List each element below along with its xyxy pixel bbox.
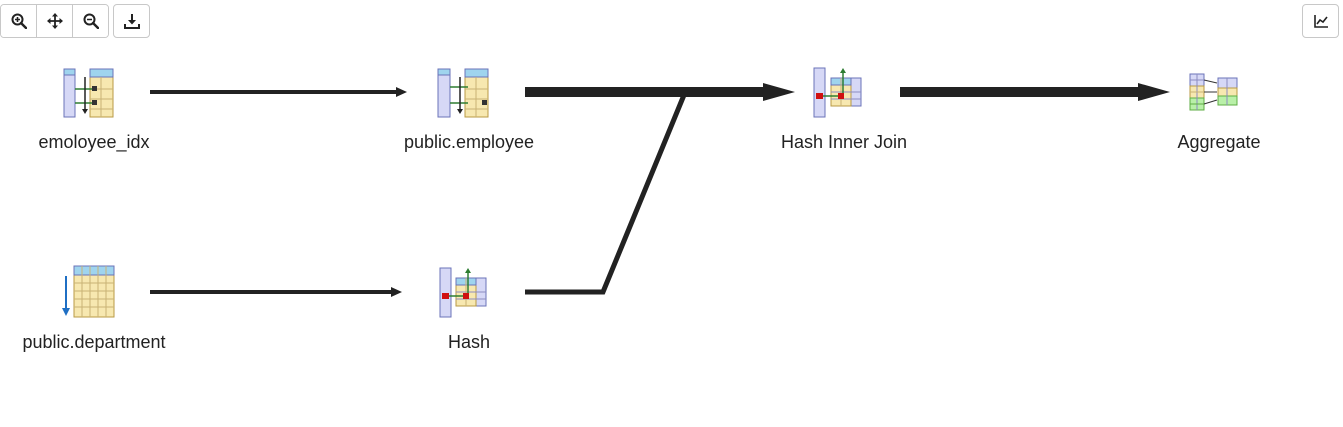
edge-emoloyee-idx-to-employee — [150, 87, 407, 97]
node-label-emoloyee-idx: emoloyee_idx — [38, 132, 150, 152]
zoom-button-group — [0, 4, 109, 38]
node-label-public-employee: public.employee — [403, 132, 535, 152]
zoom-in-button[interactable] — [1, 5, 37, 37]
index-scan-icon[interactable] — [63, 68, 114, 118]
download-button[interactable] — [113, 4, 150, 38]
move-icon — [46, 13, 63, 29]
seq-scan-icon[interactable] — [62, 265, 115, 318]
download-icon — [123, 14, 140, 29]
edge-hash-to-hash-join — [525, 94, 687, 295]
hash-icon[interactable] — [439, 267, 487, 318]
edge-department-to-hash — [150, 287, 402, 297]
hash-join-icon[interactable] — [813, 67, 862, 118]
statistics-button[interactable] — [1302, 4, 1339, 38]
edge-employee-to-hash-join — [525, 83, 795, 101]
pan-button[interactable] — [37, 5, 73, 37]
node-label-hash-inner-join: Hash Inner Join — [780, 132, 908, 152]
aggregate-icon[interactable] — [1189, 73, 1238, 111]
statistics-toggle — [1302, 4, 1339, 38]
node-label-public-department: public.department — [22, 332, 166, 352]
node-label-hash: Hash — [447, 332, 491, 352]
bitmap-heap-scan-icon[interactable] — [437, 68, 489, 118]
zoom-out-icon — [83, 13, 99, 29]
zoom-in-icon — [11, 13, 27, 29]
node-label-aggregate: Aggregate — [1177, 132, 1261, 152]
zoom-out-button[interactable] — [73, 5, 108, 37]
toolbar — [0, 4, 150, 38]
edge-hash-join-to-aggregate — [900, 83, 1170, 101]
statistics-chart-icon — [1313, 15, 1328, 28]
